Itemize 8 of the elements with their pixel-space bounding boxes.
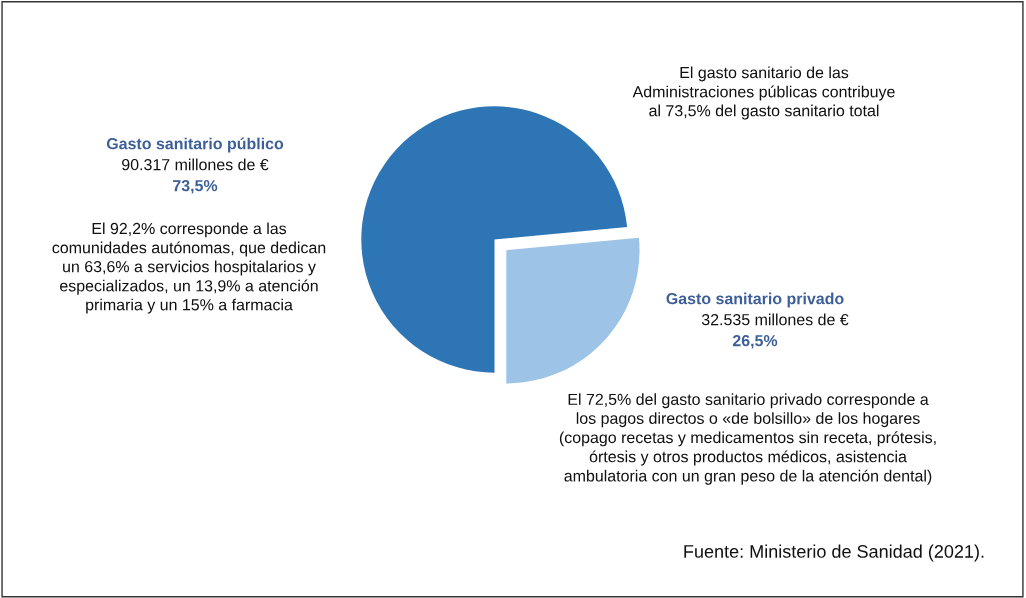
slice-label: Gasto sanitario privado xyxy=(666,292,844,308)
text: El 72,5% del gasto sanitario privado corresponde a los pagos directos o «de bolsillo» de los hogares (copago recetas y medicamentos sin receta, prótesis, órtesis y otros productos médicos, asistencia ambulatoria con un gran peso de la atención dental) xyxy=(559,393,936,485)
text: El gasto sanitario de las Administraciones públicas contribuye al 73,5% del gasto sanitario total xyxy=(632,66,895,120)
text: El 92,2% corresponde a las comunidades autónomas, que dedican un 63,6% a servicios hospitalarios y especializados, un 13,9% a atención primaria y un 15% a farmacia xyxy=(52,222,326,314)
source-note: Fuente: Ministerio de Sanidad (2021). xyxy=(684,544,984,562)
data-label: 32.535 millones de € 26,5% xyxy=(701,313,849,349)
slice-label: Gasto sanitario público xyxy=(106,137,284,153)
data-label: 90.317 millones de € 73,5% xyxy=(122,158,269,194)
